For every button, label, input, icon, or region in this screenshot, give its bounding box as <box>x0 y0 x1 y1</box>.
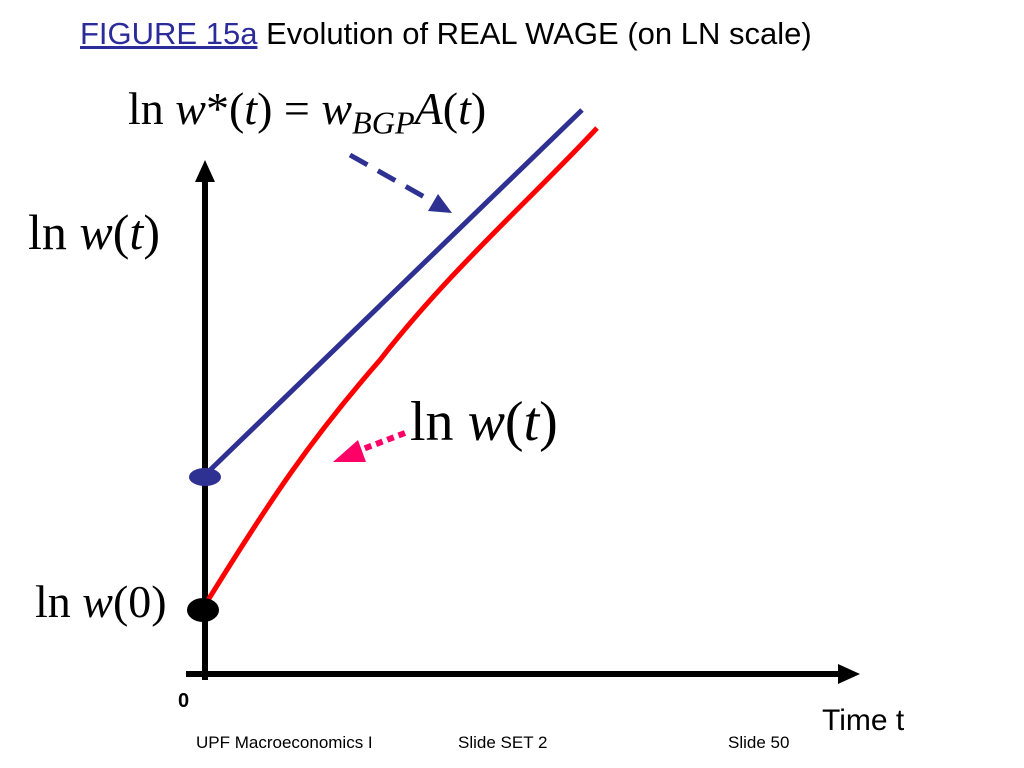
bgp-pointer-arrowhead <box>428 194 452 213</box>
y-axis-label: ln w(t) <box>28 203 160 261</box>
bgp-start-point <box>189 468 221 486</box>
y-axis-arrowhead <box>195 160 215 182</box>
figure-link[interactable]: FIGURE 15a <box>80 16 258 51</box>
footer-slide-number: Slide 50 <box>728 733 790 752</box>
actual-ln: ln <box>410 391 454 453</box>
axis-ln: ln <box>28 204 67 260</box>
bgp-wage-equation: ln w*(t) = wBGPA(t) <box>128 82 486 142</box>
eq-t: t <box>244 83 258 134</box>
actual-pointer-arrowhead <box>333 440 366 462</box>
eq-paren2-open: ( <box>442 83 459 134</box>
eq-paren-open: ( <box>228 83 245 134</box>
eq-ln: ln <box>128 83 164 134</box>
slide-title: FIGURE 15a Evolution of REAL WAGE (on LN… <box>80 16 812 52</box>
eq-w: w <box>175 83 206 134</box>
bgp-pointer-arrow <box>348 152 437 206</box>
axis-t: t <box>129 204 144 260</box>
eq-paren-close: ) <box>257 83 273 134</box>
actual-wage-label: ln w(t) <box>410 390 558 454</box>
axis-open: ( <box>112 204 130 260</box>
eq-equals: = <box>283 83 310 134</box>
origin-label: 0 <box>178 690 190 712</box>
eq-A: A <box>414 83 443 134</box>
footer-course: UPF Macroeconomics I <box>196 733 373 752</box>
eq-t2: t <box>458 83 471 134</box>
footer-set: Slide SET 2 <box>458 733 548 752</box>
x-axis-label: Time t <box>822 704 905 737</box>
actual-w: w <box>467 391 505 453</box>
eq-w-bgp: w <box>321 83 353 134</box>
axis-w: w <box>79 204 113 260</box>
initial-ln: ln <box>35 576 71 627</box>
actual-t: t <box>523 391 540 453</box>
eq-star: * <box>205 83 229 134</box>
actual-open: ( <box>504 391 524 453</box>
eq-paren2-close: ) <box>470 83 487 134</box>
bgp-wage-line <box>205 108 584 475</box>
initial-wage-point <box>187 598 219 622</box>
actual-close: ) <box>539 391 558 453</box>
initial-w: w <box>82 576 113 627</box>
initial-wage-label: ln w(0) <box>35 575 167 628</box>
title-text: Evolution of REAL WAGE (on LN scale) <box>266 16 812 51</box>
axis-close: ) <box>143 204 160 260</box>
actual-pointer-arrow <box>353 430 407 455</box>
actual-wage-curve <box>202 126 599 607</box>
initial-arg: (0) <box>112 576 167 627</box>
x-axis-arrowhead <box>838 664 860 684</box>
eq-subscript-bgp: BGP <box>352 104 415 141</box>
